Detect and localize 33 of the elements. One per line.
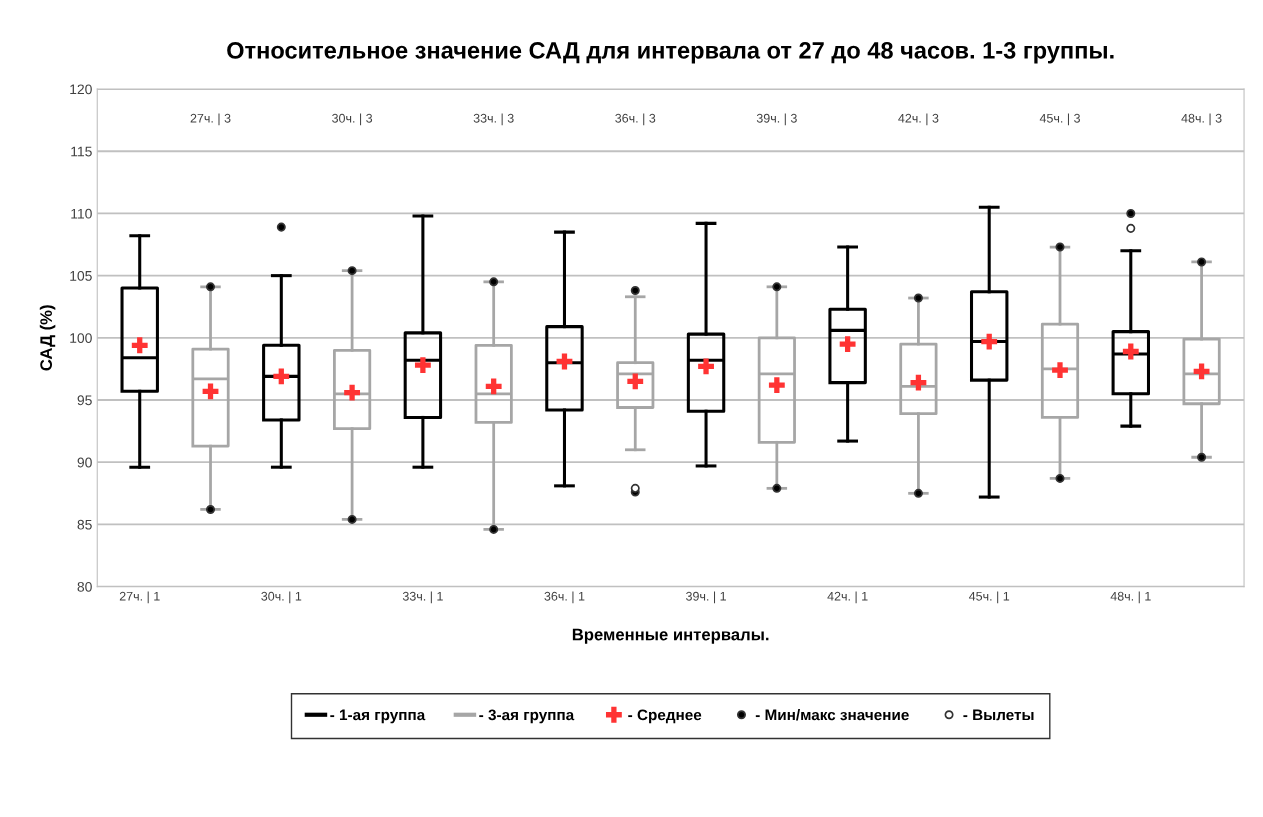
x-tick-label: 45ч. | 1 [968,591,1010,604]
y-tick-label: 95 [77,395,92,406]
y-tick-label: 85 [77,519,92,530]
legend-label: - Среднее [628,709,702,724]
x-tick-label: 48ч. | 3 [1181,113,1222,126]
y-axis-title: САД (%) [39,305,56,371]
y-tick-label: 110 [71,208,92,219]
x-tick-label: 27ч. | 1 [119,591,160,604]
x-tick-label: 36ч. | 3 [615,113,656,126]
y-tick-label: 105 [70,270,92,281]
x-tick-label: 42ч. | 3 [898,113,939,126]
y-tick-label: 115 [71,146,92,157]
x-tick-label: 48ч. | 1 [1110,591,1151,604]
y-tick-label: 90 [77,457,92,468]
x-tick-label: 30ч. | 3 [332,113,373,126]
y-tick-label: 100 [70,333,92,343]
legend-label: - 1-ая группа [330,709,426,724]
legend-label: - 3-ая группа [479,709,575,724]
x-tick-label: 45ч. | 3 [1039,113,1080,126]
x-tick-label: 36ч. | 1 [544,591,585,604]
legend-label: - Вылеты [963,709,1034,721]
x-tick-label: 30ч. | 1 [261,591,302,604]
y-tick-label: 120 [70,84,92,95]
legend-label: - Мин/макс значение [755,709,909,721]
x-tick-label: 27ч. | 3 [190,113,231,126]
x-axis-title: Временные интервалы. [572,628,769,644]
chart-title: Относительное значение САД для интервала от 27 до 48 часов. 1-3 группы. [227,42,1114,64]
y-tick-label: 80 [77,581,92,592]
x-tick-label: 42ч. | 1 [827,591,868,604]
x-tick-label: 39ч. | 1 [686,591,726,604]
x-tick-label: 33ч. | 3 [473,113,514,126]
x-tick-label: 33ч. | 1 [402,591,443,604]
x-tick-label: 39ч. | 3 [756,113,797,126]
